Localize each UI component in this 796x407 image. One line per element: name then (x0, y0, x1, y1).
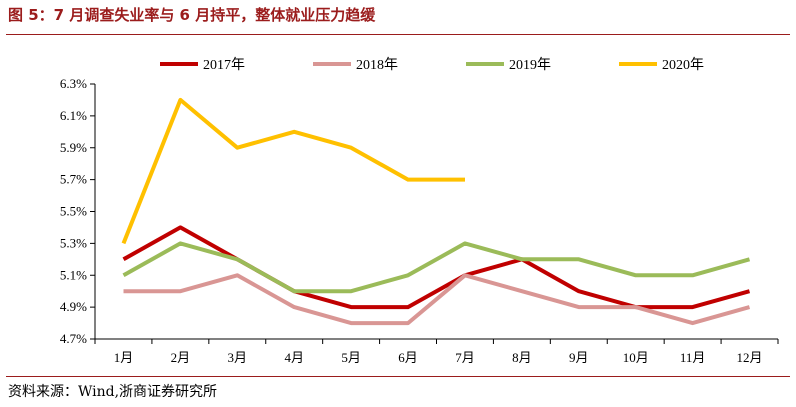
series-line-2018年 (123, 273, 751, 326)
x-tick-label: 12月 (737, 350, 763, 365)
y-tick-label: 5.1% (60, 267, 87, 282)
y-tick-label: 5.7% (60, 172, 87, 187)
x-tick-label: 1月 (114, 350, 134, 365)
series-layer (121, 97, 751, 326)
x-tick-label: 3月 (228, 350, 248, 365)
x-tick-label: 11月 (680, 350, 706, 365)
y-tick-label: 6.1% (60, 108, 87, 123)
legend-label: 2019年 (509, 57, 551, 73)
x-tick-label: 2月 (171, 350, 191, 365)
x-tick-label: 9月 (569, 350, 589, 365)
figure-title: 图 5：7 月调查失业率与 6 月持平，整体就业压力趋缓 (8, 6, 376, 24)
y-tick-label: 5.5% (60, 204, 87, 219)
title-divider (6, 34, 790, 35)
source-note: 资料来源：Wind,浙商证券研究所 (8, 384, 218, 400)
chart-legend: 2017年 2018年 2019年 2020年 (160, 57, 704, 73)
y-tick-label: 6.3% (60, 76, 87, 91)
x-tick-label: 7月 (455, 350, 475, 365)
y-tick-label: 5.3% (60, 235, 87, 250)
series-line-2017年 (122, 225, 751, 310)
series-line-2019年 (122, 241, 751, 294)
y-tick-label: 4.7% (60, 331, 87, 346)
x-tick-label: 5月 (341, 350, 361, 365)
legend-label: 2017年 (203, 57, 245, 73)
y-tick-label: 5.9% (60, 140, 87, 155)
x-tick-label: 4月 (284, 350, 304, 365)
x-tick-label: 10月 (623, 350, 649, 365)
x-axis: 1月 2月 3月 4月 5月 6月 7月 8月 9月 10月 11月 12月 (94, 338, 779, 365)
line-chart: 2017年 2018年 2019年 2020年 4.7% 4.9% 5.1% 5.3% 5.5… (60, 57, 779, 365)
legend-label: 2018年 (356, 57, 398, 73)
y-tick-label: 4.9% (60, 299, 87, 314)
legend-label: 2020年 (662, 57, 704, 73)
y-axis: 4.7% 4.9% 5.1% 5.3% 5.5% 5.7% 5.9% 6.1% 6.3% (60, 76, 96, 346)
source-divider (6, 376, 790, 377)
series-line-2020年 (121, 97, 465, 245)
x-tick-label: 8月 (512, 350, 532, 365)
x-tick-label: 6月 (398, 350, 418, 365)
